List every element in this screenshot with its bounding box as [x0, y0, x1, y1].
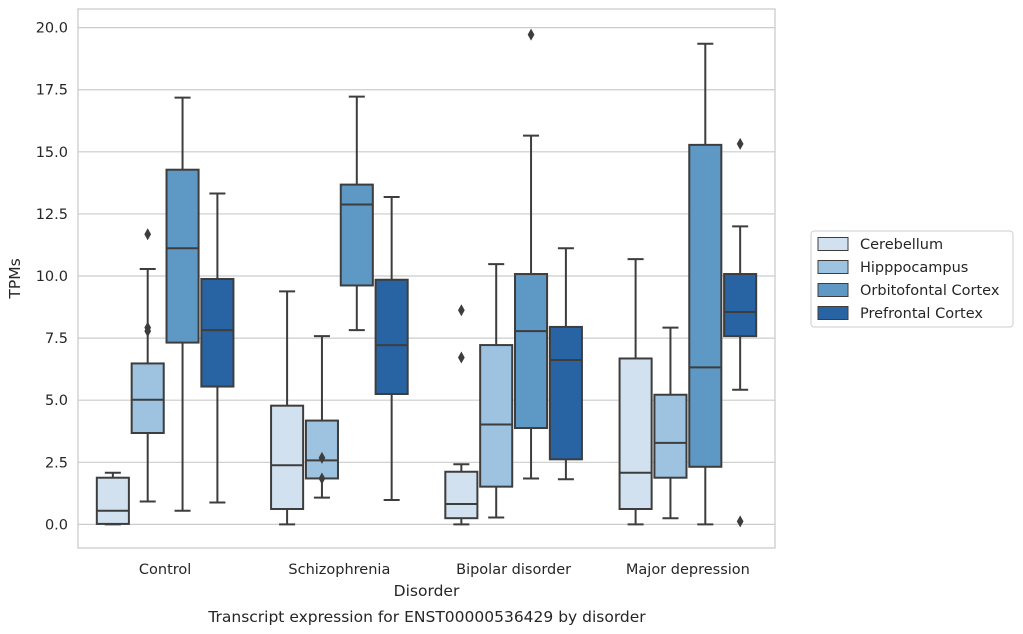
box-group [688, 42, 723, 526]
box [479, 344, 514, 488]
box [339, 183, 374, 287]
y-axis-ticks: 0.0 2.5 5.0 7.5 10.0 12.5 15.0 17.5 20.0 [36, 21, 68, 534]
box [723, 273, 758, 338]
y-tick-label: 5.0 [45, 393, 68, 409]
legend-label: Cerebellum [860, 237, 943, 253]
legend-item: Orbitofontal Cortex [817, 283, 1000, 299]
chart-caption: Transcript expression for ENST0000053642… [207, 608, 646, 626]
plot-frame [77, 8, 776, 549]
legend-swatch-prefrontal [817, 306, 849, 320]
box-group [548, 247, 583, 481]
y-axis-label: TPMs [6, 258, 24, 299]
x-axis-ticks: Control Schizophrenia Bipolar disorder Majo… [139, 562, 750, 578]
box [165, 168, 200, 344]
x-tick-label: Control [139, 562, 191, 578]
outlier-marker [144, 228, 152, 241]
x-tick-label: Bipolar disorder [456, 562, 571, 578]
y-tick-label: 2.5 [45, 455, 68, 471]
box-group [479, 263, 514, 519]
box-group [374, 196, 409, 502]
y-tick-label: 12.5 [36, 207, 68, 223]
boxes [95, 28, 758, 528]
legend-swatch-hippocampus [817, 260, 849, 274]
outlier-marker [144, 325, 152, 338]
box [130, 362, 165, 434]
box [270, 404, 305, 511]
box-group [723, 137, 758, 528]
box-group [200, 192, 235, 504]
outlier-marker [457, 304, 465, 317]
box [688, 143, 723, 468]
box-group [514, 28, 549, 480]
outlier-marker [527, 28, 535, 41]
box [514, 273, 549, 430]
legend-swatch-orbitofrontal [817, 283, 849, 297]
legend-label: Orbitofontal Cortex [860, 283, 1000, 299]
y-tick-label: 17.5 [36, 83, 68, 99]
box [200, 277, 235, 388]
box [95, 476, 130, 525]
outlier-marker [736, 515, 744, 528]
box-group [130, 228, 165, 503]
outlier-marker [318, 472, 326, 485]
box-group [95, 471, 130, 526]
legend-frame [810, 230, 1014, 328]
box-group [618, 258, 653, 526]
x-tick-label: Schizophrenia [288, 562, 390, 578]
box-group [165, 96, 200, 512]
y-tick-label: 10.0 [36, 269, 68, 285]
legend: Cerebellum Hipppocampus Orbitofontal Cor… [810, 230, 1014, 328]
outlier-marker [736, 137, 744, 150]
outlier-marker [457, 351, 465, 364]
box-group [444, 304, 479, 526]
box-group [653, 326, 688, 520]
legend-label: Prefrontal Cortex [860, 306, 983, 322]
legend-label: Hipppocampus [860, 260, 968, 276]
box-group [339, 95, 374, 332]
box [444, 470, 479, 520]
legend-item: Cerebellum [817, 237, 943, 253]
legend-item: Hipppocampus [817, 260, 968, 276]
y-tick-label: 0.0 [45, 517, 68, 533]
box-group [304, 335, 339, 499]
box [548, 325, 583, 461]
x-axis-label: Disorder [394, 582, 460, 600]
box [374, 278, 409, 396]
y-tick-label: 15.0 [36, 145, 68, 161]
y-tick-label: 7.5 [45, 331, 68, 347]
box [653, 393, 688, 479]
outlier-marker [318, 451, 326, 464]
x-tick-label: Major depression [626, 562, 750, 578]
legend-item: Prefrontal Cortex [817, 306, 983, 322]
box [618, 357, 653, 511]
box [304, 419, 339, 480]
legend-swatch-cerebellum [817, 237, 849, 251]
y-tick-label: 20.0 [36, 21, 68, 37]
box-group [270, 290, 305, 526]
